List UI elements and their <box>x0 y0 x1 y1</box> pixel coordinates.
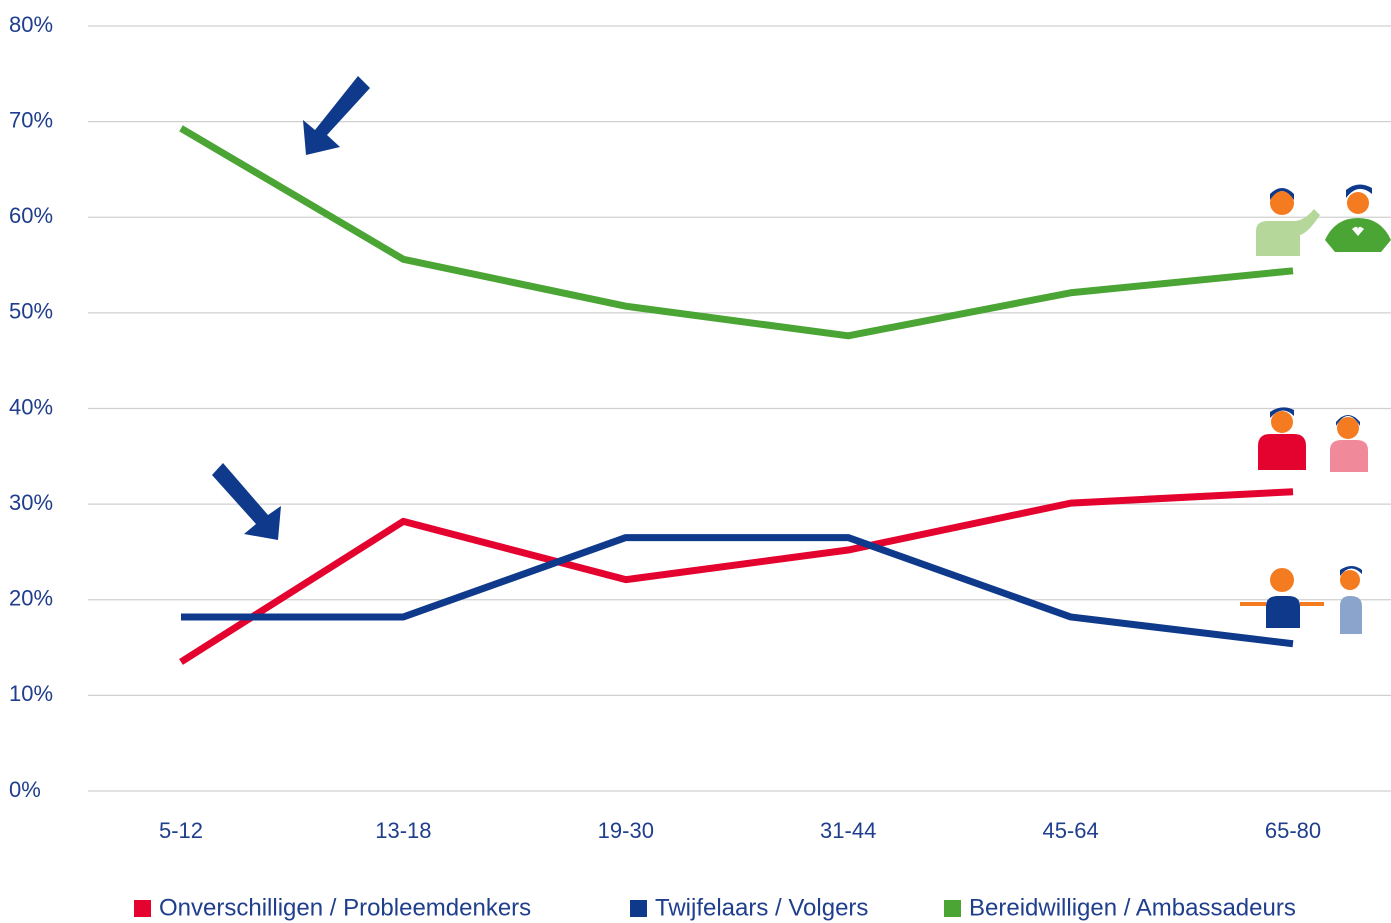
y-tick-label: 20% <box>9 586 53 611</box>
series-line <box>179 125 1294 340</box>
legend-label: Twijfelaars / Volgers <box>655 894 868 921</box>
series-line <box>179 488 1294 665</box>
arrow <box>212 76 370 540</box>
y-tick-label: 30% <box>9 490 53 515</box>
series-line <box>181 534 1294 648</box>
y-tick-label: 60% <box>9 203 53 228</box>
x-tick-label: 13-18 <box>375 818 431 843</box>
y-tick-label: 0% <box>9 777 41 802</box>
x-tick-label: 45-64 <box>1042 818 1098 843</box>
icons-red <box>1258 407 1368 472</box>
y-tick-label: 40% <box>9 394 53 419</box>
legend-swatch <box>630 900 647 917</box>
legend-label: Onverschilligen / Probleemdenkers <box>159 894 531 921</box>
icons-green <box>1256 184 1391 256</box>
icons-blue <box>1240 566 1362 634</box>
y-tick-label: 70% <box>9 107 53 132</box>
legend-swatch <box>944 900 961 917</box>
y-tick-label: 80% <box>9 12 53 37</box>
x-tick-label: 19-30 <box>598 818 654 843</box>
x-tick-label: 5-12 <box>159 818 203 843</box>
y-tick-label: 10% <box>9 681 53 706</box>
decorations <box>212 76 1391 634</box>
y-tick-label: 50% <box>9 299 53 324</box>
legend-label: Bereidwilligen / Ambassadeurs <box>969 894 1296 921</box>
x-tick-label: 65-80 <box>1265 818 1321 843</box>
legend-swatch <box>134 900 151 917</box>
x-tick-label: 31-44 <box>820 818 876 843</box>
